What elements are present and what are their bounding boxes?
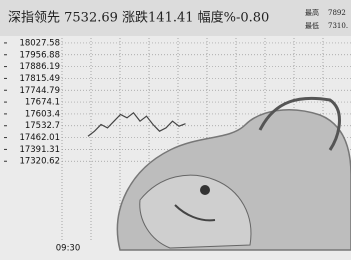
y-tick-label: 17744.79 bbox=[19, 86, 60, 96]
y-tick-label: 17956.88 bbox=[19, 50, 60, 60]
y-tick-label: 17462.01 bbox=[19, 133, 60, 143]
y-tick-label: 17815.49 bbox=[19, 74, 60, 84]
y-tick-label: 17886.19 bbox=[19, 62, 60, 72]
y-tick-label: 18027.58 bbox=[19, 38, 60, 48]
low-value: 7310. bbox=[328, 22, 348, 30]
y-tick-label: 17674.1 bbox=[25, 98, 60, 108]
chart-title: 深指领先 7532.69 涨跌141.41 幅度%-0.80 bbox=[8, 10, 269, 26]
high-value: 7892 bbox=[328, 9, 346, 17]
x-tick-label: 09:30 bbox=[56, 244, 81, 254]
y-tick-label: 17391.31 bbox=[19, 145, 60, 155]
y-tick-label: 17532.7 bbox=[25, 121, 60, 131]
y-tick-label: 17320.62 bbox=[19, 157, 60, 167]
low-label: 最低 bbox=[305, 21, 319, 30]
high-label: 最高 bbox=[305, 8, 319, 17]
y-tick-label: 17603.4 bbox=[25, 109, 60, 119]
chart: 深指领先 7532.69 涨跌141.41 幅度%-0.80 最高 最低 789… bbox=[0, 0, 351, 260]
